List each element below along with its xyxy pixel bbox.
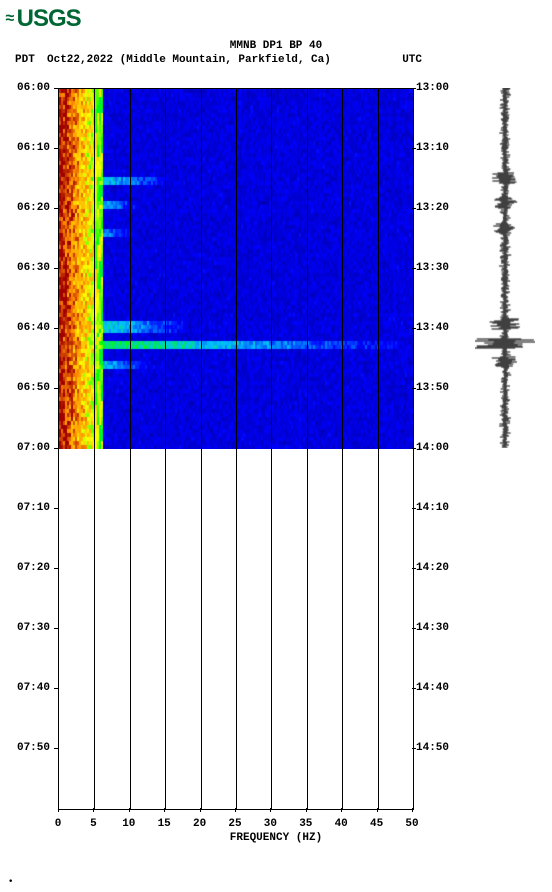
x-tick: 10: [119, 818, 139, 830]
tick-mark: [164, 808, 165, 812]
tick-mark: [54, 328, 58, 329]
logo-text: USGS: [17, 5, 81, 33]
tick-mark: [54, 208, 58, 209]
x-tick: 15: [154, 818, 174, 830]
grid-line: [236, 89, 237, 809]
usgs-logo: ≈ USGS: [5, 5, 81, 33]
y-tick-right: 14:20: [416, 562, 466, 574]
tick-mark: [54, 628, 58, 629]
tz-right-label: UTC: [402, 54, 422, 66]
tick-mark: [412, 268, 416, 269]
x-tick: 0: [48, 818, 68, 830]
tick-mark: [412, 748, 416, 749]
tick-mark: [412, 508, 416, 509]
x-tick: 40: [331, 818, 351, 830]
logo-wave-icon: ≈: [5, 11, 15, 27]
y-tick-right: 13:50: [416, 382, 466, 394]
tick-mark: [54, 508, 58, 509]
y-tick-left: 06:20: [10, 202, 50, 214]
tick-mark: [54, 88, 58, 89]
tick-mark: [412, 448, 416, 449]
tick-mark: [412, 88, 416, 89]
x-tick: 50: [402, 818, 422, 830]
tick-mark: [54, 568, 58, 569]
y-tick-left: 07:30: [10, 622, 50, 634]
x-tick: 45: [367, 818, 387, 830]
y-tick-left: 06:30: [10, 262, 50, 274]
y-tick-right: 13:40: [416, 322, 466, 334]
grid-line: [201, 89, 202, 809]
tick-mark: [412, 808, 413, 812]
spectrogram-plot: [58, 88, 414, 810]
y-tick-left: 06:40: [10, 322, 50, 334]
tick-mark: [270, 808, 271, 812]
y-tick-right: 14:00: [416, 442, 466, 454]
tick-mark: [54, 148, 58, 149]
seismogram-trace: [475, 88, 535, 448]
tick-mark: [412, 208, 416, 209]
x-tick: 5: [83, 818, 103, 830]
tick-mark: [235, 808, 236, 812]
tick-mark: [54, 388, 58, 389]
x-axis-label: FREQUENCY (HZ): [0, 832, 552, 844]
grid-line: [271, 89, 272, 809]
x-tick: 30: [260, 818, 280, 830]
grid-line: [307, 89, 308, 809]
y-tick-right: 13:20: [416, 202, 466, 214]
grid-line: [378, 89, 379, 809]
tick-mark: [412, 688, 416, 689]
tick-mark: [412, 628, 416, 629]
grid-line: [165, 89, 166, 809]
grid-line: [130, 89, 131, 809]
y-tick-right: 14:40: [416, 682, 466, 694]
y-tick-left: 06:10: [10, 142, 50, 154]
y-tick-right: 14:50: [416, 742, 466, 754]
tick-mark: [129, 808, 130, 812]
tick-mark: [412, 148, 416, 149]
tick-mark: [412, 568, 416, 569]
tick-mark: [200, 808, 201, 812]
y-tick-right: 13:10: [416, 142, 466, 154]
tick-mark: [377, 808, 378, 812]
tick-mark: [412, 328, 416, 329]
tick-mark: [54, 688, 58, 689]
y-tick-right: 14:30: [416, 622, 466, 634]
tick-mark: [58, 808, 59, 812]
tick-mark: [54, 448, 58, 449]
tz-left-label: PDT: [15, 54, 35, 66]
y-tick-left: 07:50: [10, 742, 50, 754]
tick-mark: [412, 388, 416, 389]
plot-title: MMNB DP1 BP 40: [0, 40, 552, 52]
tick-mark: [54, 268, 58, 269]
x-tick: 25: [225, 818, 245, 830]
y-tick-right: 14:10: [416, 502, 466, 514]
y-tick-right: 13:30: [416, 262, 466, 274]
y-tick-left: 07:40: [10, 682, 50, 694]
date-location: Oct22,2022 (Middle Mountain, Parkfield, …: [47, 54, 331, 66]
tick-mark: [93, 808, 94, 812]
x-tick: 35: [296, 818, 316, 830]
grid-line: [94, 89, 95, 809]
y-tick-left: 07:20: [10, 562, 50, 574]
y-tick-left: 07:10: [10, 502, 50, 514]
grid-line: [342, 89, 343, 809]
x-tick: 20: [190, 818, 210, 830]
tick-mark: [341, 808, 342, 812]
y-tick-right: 13:00: [416, 82, 466, 94]
tick-mark: [54, 748, 58, 749]
y-tick-left: 07:00: [10, 442, 50, 454]
footer-mark: •: [8, 877, 13, 887]
y-tick-left: 06:00: [10, 82, 50, 94]
tick-mark: [306, 808, 307, 812]
y-tick-left: 06:50: [10, 382, 50, 394]
